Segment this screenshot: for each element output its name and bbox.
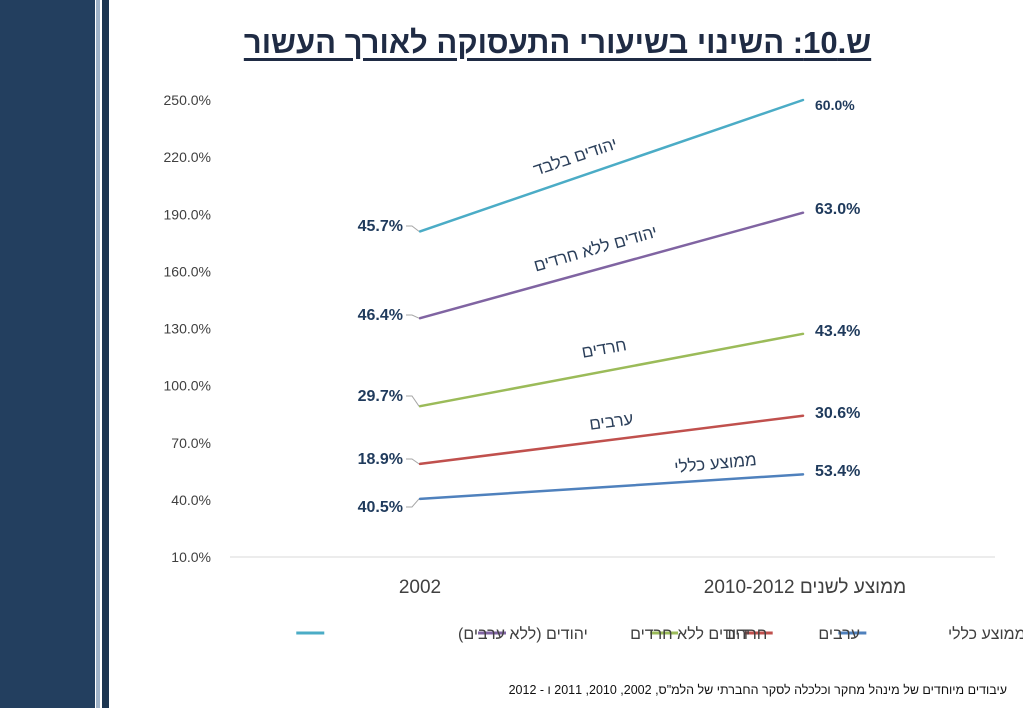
- y-tick-label: 250.0%: [164, 92, 211, 108]
- source-footnote: עיבודים מיוחדים של מינהל מחקר וכלכלה לסק…: [508, 683, 1007, 697]
- x-category-label: 2002: [399, 577, 441, 598]
- data-label: 63.0%: [815, 201, 860, 218]
- data-label: 53.4%: [815, 463, 860, 480]
- data-label-leader: [406, 395, 420, 407]
- y-tick-label: 190.0%: [164, 206, 211, 222]
- data-label: 18.9%: [358, 451, 403, 468]
- side-divider-light: [96, 0, 100, 708]
- side-divider-dark: [102, 0, 109, 708]
- legend-label: יהודים ללא חרדים: [630, 625, 750, 643]
- data-label: 45.7%: [358, 218, 403, 235]
- data-label: 40.5%: [358, 499, 403, 516]
- series-line-label: חרדים: [580, 335, 628, 362]
- data-label: 29.7%: [358, 388, 403, 405]
- y-tick-label: 70.0%: [171, 435, 211, 451]
- y-tick-label: 220.0%: [164, 149, 211, 165]
- side-panel: [0, 0, 95, 708]
- series-line-label: ממוצע כללי: [673, 450, 757, 477]
- data-label-leader: [406, 458, 420, 465]
- data-label-leader: [406, 498, 420, 508]
- y-tick-label: 100.0%: [164, 378, 211, 394]
- data-label: 46.4%: [358, 307, 403, 324]
- series-line: [418, 332, 805, 408]
- data-label-leader: [406, 314, 420, 319]
- legend-label: ממוצע כללי: [948, 625, 1023, 643]
- data-label: 60.0%: [815, 97, 855, 113]
- x-category-label: ממוצע לשנים 2010-2012: [704, 577, 906, 598]
- series-line: [418, 211, 805, 320]
- data-label: 43.4%: [815, 323, 860, 340]
- page-title: ש.10: השינוי בשיעורי התעסוקה לאורך העשור: [243, 25, 872, 60]
- y-tick-label: 160.0%: [164, 263, 211, 279]
- series-line: [418, 98, 805, 233]
- series-line-label: יהודים בלבד: [531, 134, 620, 180]
- series-line-label: יהודים ללא חרדים: [532, 222, 660, 275]
- series-line-label: ערבים: [588, 409, 634, 434]
- legend-label: חרדים: [725, 626, 768, 643]
- y-tick-label: 130.0%: [164, 321, 211, 337]
- data-label-leader: [406, 225, 420, 232]
- data-label: 30.6%: [815, 405, 860, 422]
- y-tick-label: 10.0%: [171, 549, 211, 565]
- y-tick-label: 40.0%: [171, 492, 211, 508]
- legend-label: ערבים: [818, 626, 860, 643]
- series-line: [418, 414, 805, 466]
- series-line: [418, 473, 805, 501]
- legend-label: יהודים (ללא ערבים): [458, 625, 588, 643]
